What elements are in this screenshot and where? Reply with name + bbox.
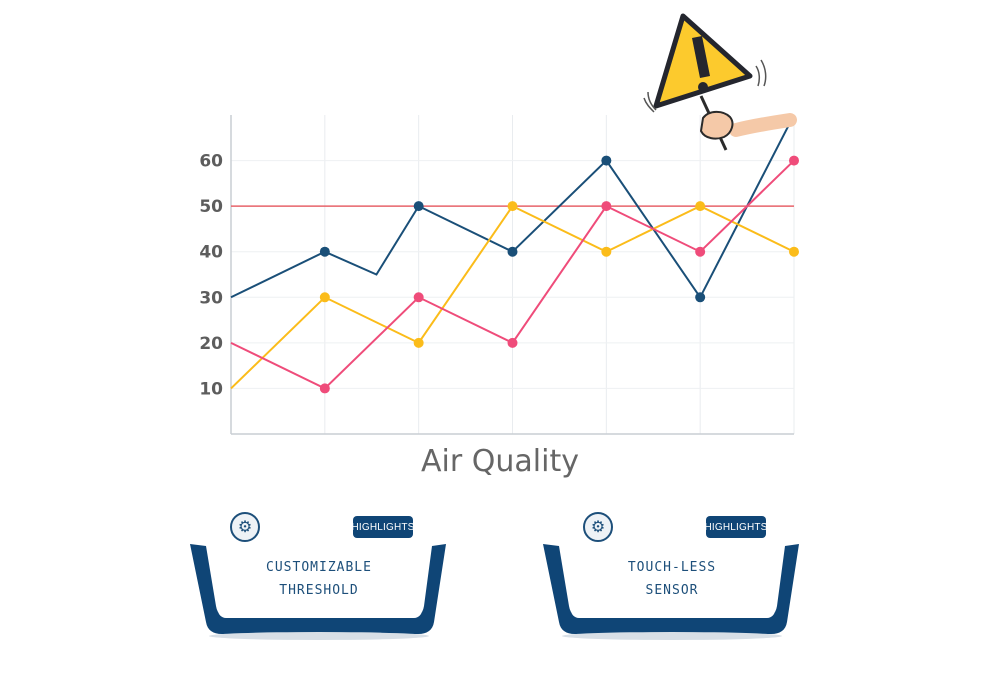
data-point — [601, 155, 612, 166]
series-line-1 — [230, 114, 795, 300]
y-tick-label: 20 — [199, 334, 223, 354]
highlights-badge: HIGHLIGHTS — [351, 516, 414, 538]
y-tick-label: 60 — [199, 152, 223, 172]
card-label-line2: THRESHOLD — [279, 583, 359, 598]
y-tick-label: 50 — [199, 197, 223, 217]
gear-icon: ⚙ — [583, 512, 613, 542]
data-point — [507, 337, 518, 348]
data-point — [601, 201, 612, 212]
data-point — [319, 292, 330, 303]
data-point — [789, 246, 799, 257]
y-tick-label: 30 — [199, 288, 223, 308]
data-point — [507, 246, 518, 257]
y-axis-ticks: 10 20 30 40 50 60 — [199, 152, 223, 400]
data-point — [319, 383, 330, 394]
data-point — [413, 201, 424, 212]
data-point — [413, 292, 424, 303]
card-frame — [543, 528, 799, 640]
data-point — [601, 246, 612, 257]
highlight-card-sensor: ⚙ HIGHLIGHTS TOUCH-LESS SENSOR — [541, 510, 803, 640]
card-label: CUSTOMIZABLE THRESHOLD — [228, 556, 410, 602]
data-point — [695, 201, 706, 212]
card-label-line1: TOUCH-LESS — [627, 560, 717, 575]
card-label-line2: SENSOR — [645, 583, 699, 598]
y-tick-label: 10 — [199, 379, 223, 399]
chart-grid — [231, 115, 795, 434]
data-point — [507, 201, 518, 212]
data-point — [695, 246, 706, 257]
series-markers — [319, 155, 799, 394]
highlight-card-threshold: ⚙ HIGHLIGHTS CUSTOMIZABLE THRESHOLD — [188, 510, 450, 640]
chart-title: Air Quality — [421, 444, 579, 479]
card-label: TOUCH-LESS SENSOR — [581, 556, 763, 602]
card-frame — [190, 528, 446, 640]
warning-sign-icon — [643, 13, 797, 151]
card-label-line1: CUSTOMIZABLE — [266, 560, 372, 575]
data-point — [319, 246, 330, 257]
data-point — [789, 155, 799, 166]
highlights-badge: HIGHLIGHTS — [704, 516, 767, 538]
data-point — [695, 292, 706, 303]
air-quality-chart: 10 20 30 40 50 60 Air Quality — [199, 13, 799, 479]
y-tick-label: 40 — [199, 243, 223, 263]
gear-icon: ⚙ — [230, 512, 260, 542]
data-point — [413, 337, 424, 348]
chart-axes — [230, 115, 794, 435]
